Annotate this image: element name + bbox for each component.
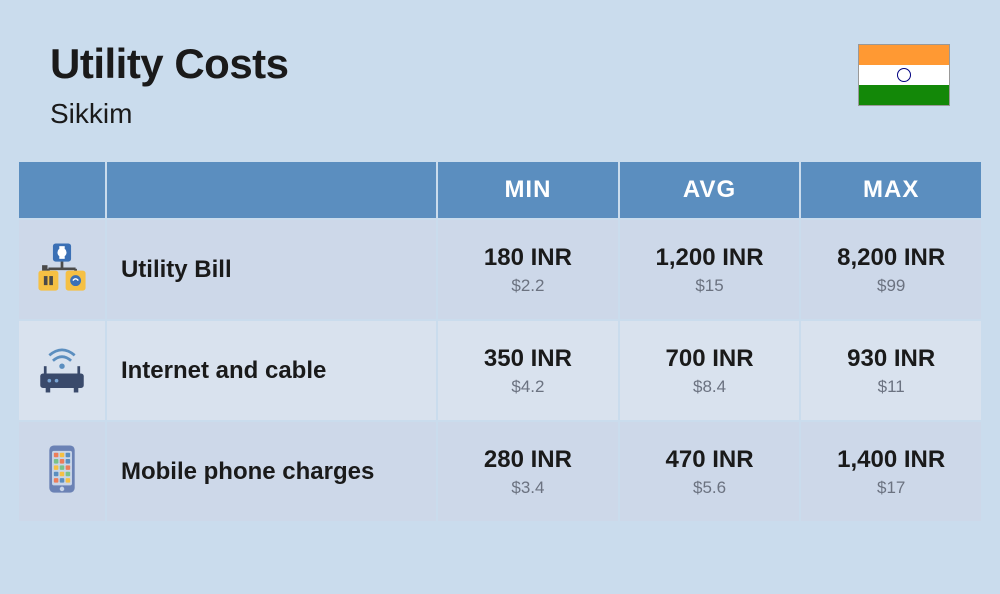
flag-stripe-white [859, 65, 949, 85]
cell-min: 180 INR $2.2 [438, 220, 618, 319]
val-primary: 930 INR [811, 345, 971, 373]
row-icon-cell [19, 220, 105, 319]
table-header-row: MIN AVG MAX [19, 162, 981, 218]
flag-chakra-icon [897, 68, 911, 82]
th-min: MIN [438, 162, 618, 218]
th-empty-label [107, 162, 436, 218]
router-icon [33, 339, 91, 397]
row-icon-cell [19, 422, 105, 521]
utility-icon [33, 238, 91, 296]
costs-table: MIN AVG MAX Utility Bi [17, 160, 983, 523]
page-subtitle: Sikkim [50, 98, 289, 130]
val-secondary: $4.2 [448, 377, 608, 397]
val-secondary: $5.6 [630, 478, 790, 498]
flag-stripe-green [859, 85, 949, 105]
val-primary: 1,200 INR [630, 244, 790, 272]
val-secondary: $2.2 [448, 276, 608, 296]
cell-max: 1,400 INR $17 [801, 422, 981, 521]
india-flag-icon [858, 44, 950, 106]
title-block: Utility Costs Sikkim [50, 40, 289, 130]
val-primary: 280 INR [448, 446, 608, 474]
table-row: Mobile phone charges 280 INR $3.4 470 IN… [19, 422, 981, 521]
val-secondary: $99 [811, 276, 971, 296]
val-primary: 180 INR [448, 244, 608, 272]
page-title: Utility Costs [50, 40, 289, 88]
val-secondary: $3.4 [448, 478, 608, 498]
table-row: Internet and cable 350 INR $4.2 700 INR … [19, 321, 981, 420]
cell-avg: 700 INR $8.4 [620, 321, 800, 420]
cell-max: 8,200 INR $99 [801, 220, 981, 319]
th-empty-icon [19, 162, 105, 218]
th-avg: AVG [620, 162, 800, 218]
cell-max: 930 INR $11 [801, 321, 981, 420]
header: Utility Costs Sikkim [0, 0, 1000, 160]
cell-avg: 470 INR $5.6 [620, 422, 800, 521]
cell-min: 280 INR $3.4 [438, 422, 618, 521]
val-secondary: $8.4 [630, 377, 790, 397]
val-primary: 350 INR [448, 345, 608, 373]
val-primary: 700 INR [630, 345, 790, 373]
val-secondary: $17 [811, 478, 971, 498]
row-label: Mobile phone charges [107, 422, 436, 521]
table-row: Utility Bill 180 INR $2.2 1,200 INR $15 … [19, 220, 981, 319]
val-primary: 8,200 INR [811, 244, 971, 272]
flag-stripe-saffron [859, 45, 949, 65]
val-secondary: $11 [811, 377, 971, 397]
phone-icon [33, 440, 91, 498]
row-icon-cell [19, 321, 105, 420]
val-secondary: $15 [630, 276, 790, 296]
cell-min: 350 INR $4.2 [438, 321, 618, 420]
row-label: Utility Bill [107, 220, 436, 319]
val-primary: 470 INR [630, 446, 790, 474]
th-max: MAX [801, 162, 981, 218]
val-primary: 1,400 INR [811, 446, 971, 474]
row-label: Internet and cable [107, 321, 436, 420]
cell-avg: 1,200 INR $15 [620, 220, 800, 319]
